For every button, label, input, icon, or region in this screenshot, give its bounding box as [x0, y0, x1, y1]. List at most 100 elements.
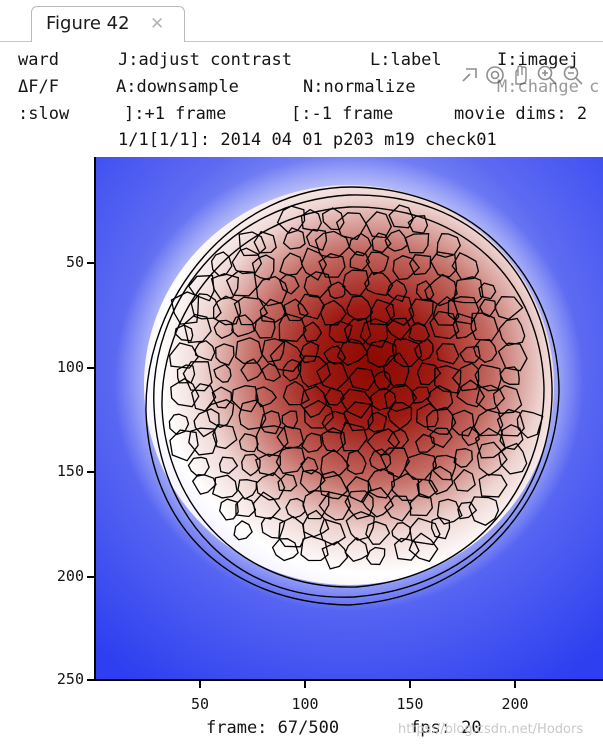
x-tick-label: 200 — [501, 695, 529, 713]
zoom-in-icon[interactable] — [536, 64, 558, 86]
roi-contour — [231, 314, 256, 338]
roi-contour — [235, 496, 257, 518]
roi-contour — [387, 401, 413, 430]
roi-contour — [278, 515, 306, 548]
roi-contour — [404, 233, 430, 254]
frame-counter: frame: 67/500 — [206, 718, 340, 738]
roi-contour — [424, 273, 458, 307]
help-text: [:-1 frame — [291, 104, 394, 124]
zoom-rect-icon[interactable] — [460, 64, 482, 86]
roi-contour — [218, 456, 239, 475]
roi-contour — [285, 497, 306, 519]
roi-contour — [339, 388, 374, 419]
roi-contour — [319, 518, 346, 546]
roi-contour — [211, 386, 233, 409]
roi-contour — [453, 276, 484, 304]
help-text: A:downsample — [116, 77, 239, 97]
roi-contour — [345, 511, 376, 541]
roi-contour — [260, 516, 286, 539]
roi-contour — [253, 230, 277, 254]
roi-contour — [393, 537, 420, 561]
roi-contour — [408, 532, 439, 563]
roi-contour — [367, 411, 388, 433]
roi-contour — [211, 474, 238, 499]
x-tick-label: 150 — [396, 695, 424, 713]
roi-contour — [255, 453, 282, 477]
roi-contour — [174, 324, 194, 342]
y-tick-label: 250 — [56, 670, 84, 688]
y-tick — [87, 262, 94, 264]
roi-contour — [231, 385, 259, 413]
y-tick-label: 150 — [56, 462, 84, 480]
movie-image[interactable] — [94, 157, 603, 679]
roi-contour — [447, 296, 480, 325]
roi-contour — [335, 212, 368, 241]
roi-contour — [499, 366, 520, 385]
roi-contour — [453, 448, 473, 468]
roi-contour — [408, 298, 434, 326]
roi-contour — [366, 428, 401, 456]
roi-contour — [371, 232, 392, 254]
roi-contour — [468, 496, 500, 526]
roi-contour — [254, 314, 276, 339]
fps-readout: fps: 20 — [410, 718, 482, 738]
zoom-out-icon[interactable] — [562, 64, 584, 86]
roi-contour — [275, 446, 306, 475]
roi-contour — [409, 493, 433, 517]
help-text: N:normalize — [303, 77, 416, 97]
roi-contour — [496, 408, 525, 437]
outer-contours — [145, 186, 560, 606]
roi-contour — [318, 491, 352, 521]
x-tick-label: 50 — [190, 695, 210, 713]
roi-contour — [365, 251, 390, 276]
roi-contour — [367, 468, 396, 499]
roi-contour — [321, 541, 349, 570]
roi-contour — [190, 293, 222, 320]
roi-contour — [359, 318, 389, 349]
roi-contour — [365, 211, 393, 239]
help-text: ]:+1 frame — [124, 104, 227, 124]
roi-contour — [390, 472, 420, 501]
roi-contour — [297, 293, 326, 320]
roi-contour — [436, 233, 462, 258]
roi-contour — [278, 312, 307, 343]
tab-divider — [0, 41, 31, 42]
roi-contour — [193, 408, 220, 438]
roi-contour — [255, 275, 289, 307]
help-text: M:change c — [497, 77, 600, 97]
tab-figure-42[interactable]: Figure 42 ✕ — [31, 6, 185, 42]
roi-contour — [282, 358, 302, 382]
roi-contour — [233, 296, 269, 326]
roi-contour — [302, 490, 330, 520]
roi-contour — [459, 345, 481, 364]
roi-contour — [321, 410, 347, 434]
roi-contour — [425, 406, 457, 435]
roi-contour — [210, 273, 239, 300]
roi-contour — [299, 340, 320, 364]
roi-contour — [240, 358, 263, 382]
roi-contour — [259, 410, 282, 435]
pan-icon[interactable] — [510, 64, 532, 86]
roi-contour — [409, 517, 441, 546]
help-text: I:imagej — [497, 50, 579, 70]
roi-contour — [283, 298, 309, 322]
roi-contour — [450, 409, 475, 437]
roi-contour — [416, 362, 442, 386]
roi-contour — [261, 362, 282, 382]
roi-contour — [436, 498, 463, 525]
roi-contour — [435, 342, 460, 365]
roi-contour — [302, 321, 323, 343]
target-icon[interactable] — [484, 64, 506, 86]
roi-contour — [478, 473, 508, 498]
roi-contour — [478, 282, 497, 300]
roi-contour — [348, 232, 373, 257]
roi-contour — [497, 342, 528, 372]
roi-contour — [365, 521, 391, 545]
x-tick — [409, 681, 411, 688]
roi-contour — [434, 365, 462, 394]
y-tick-label: 100 — [56, 358, 84, 376]
y-tick-label: 50 — [65, 253, 84, 271]
roi-contour — [429, 251, 458, 278]
close-icon[interactable]: ✕ — [150, 14, 165, 34]
roi-contour — [492, 384, 523, 415]
